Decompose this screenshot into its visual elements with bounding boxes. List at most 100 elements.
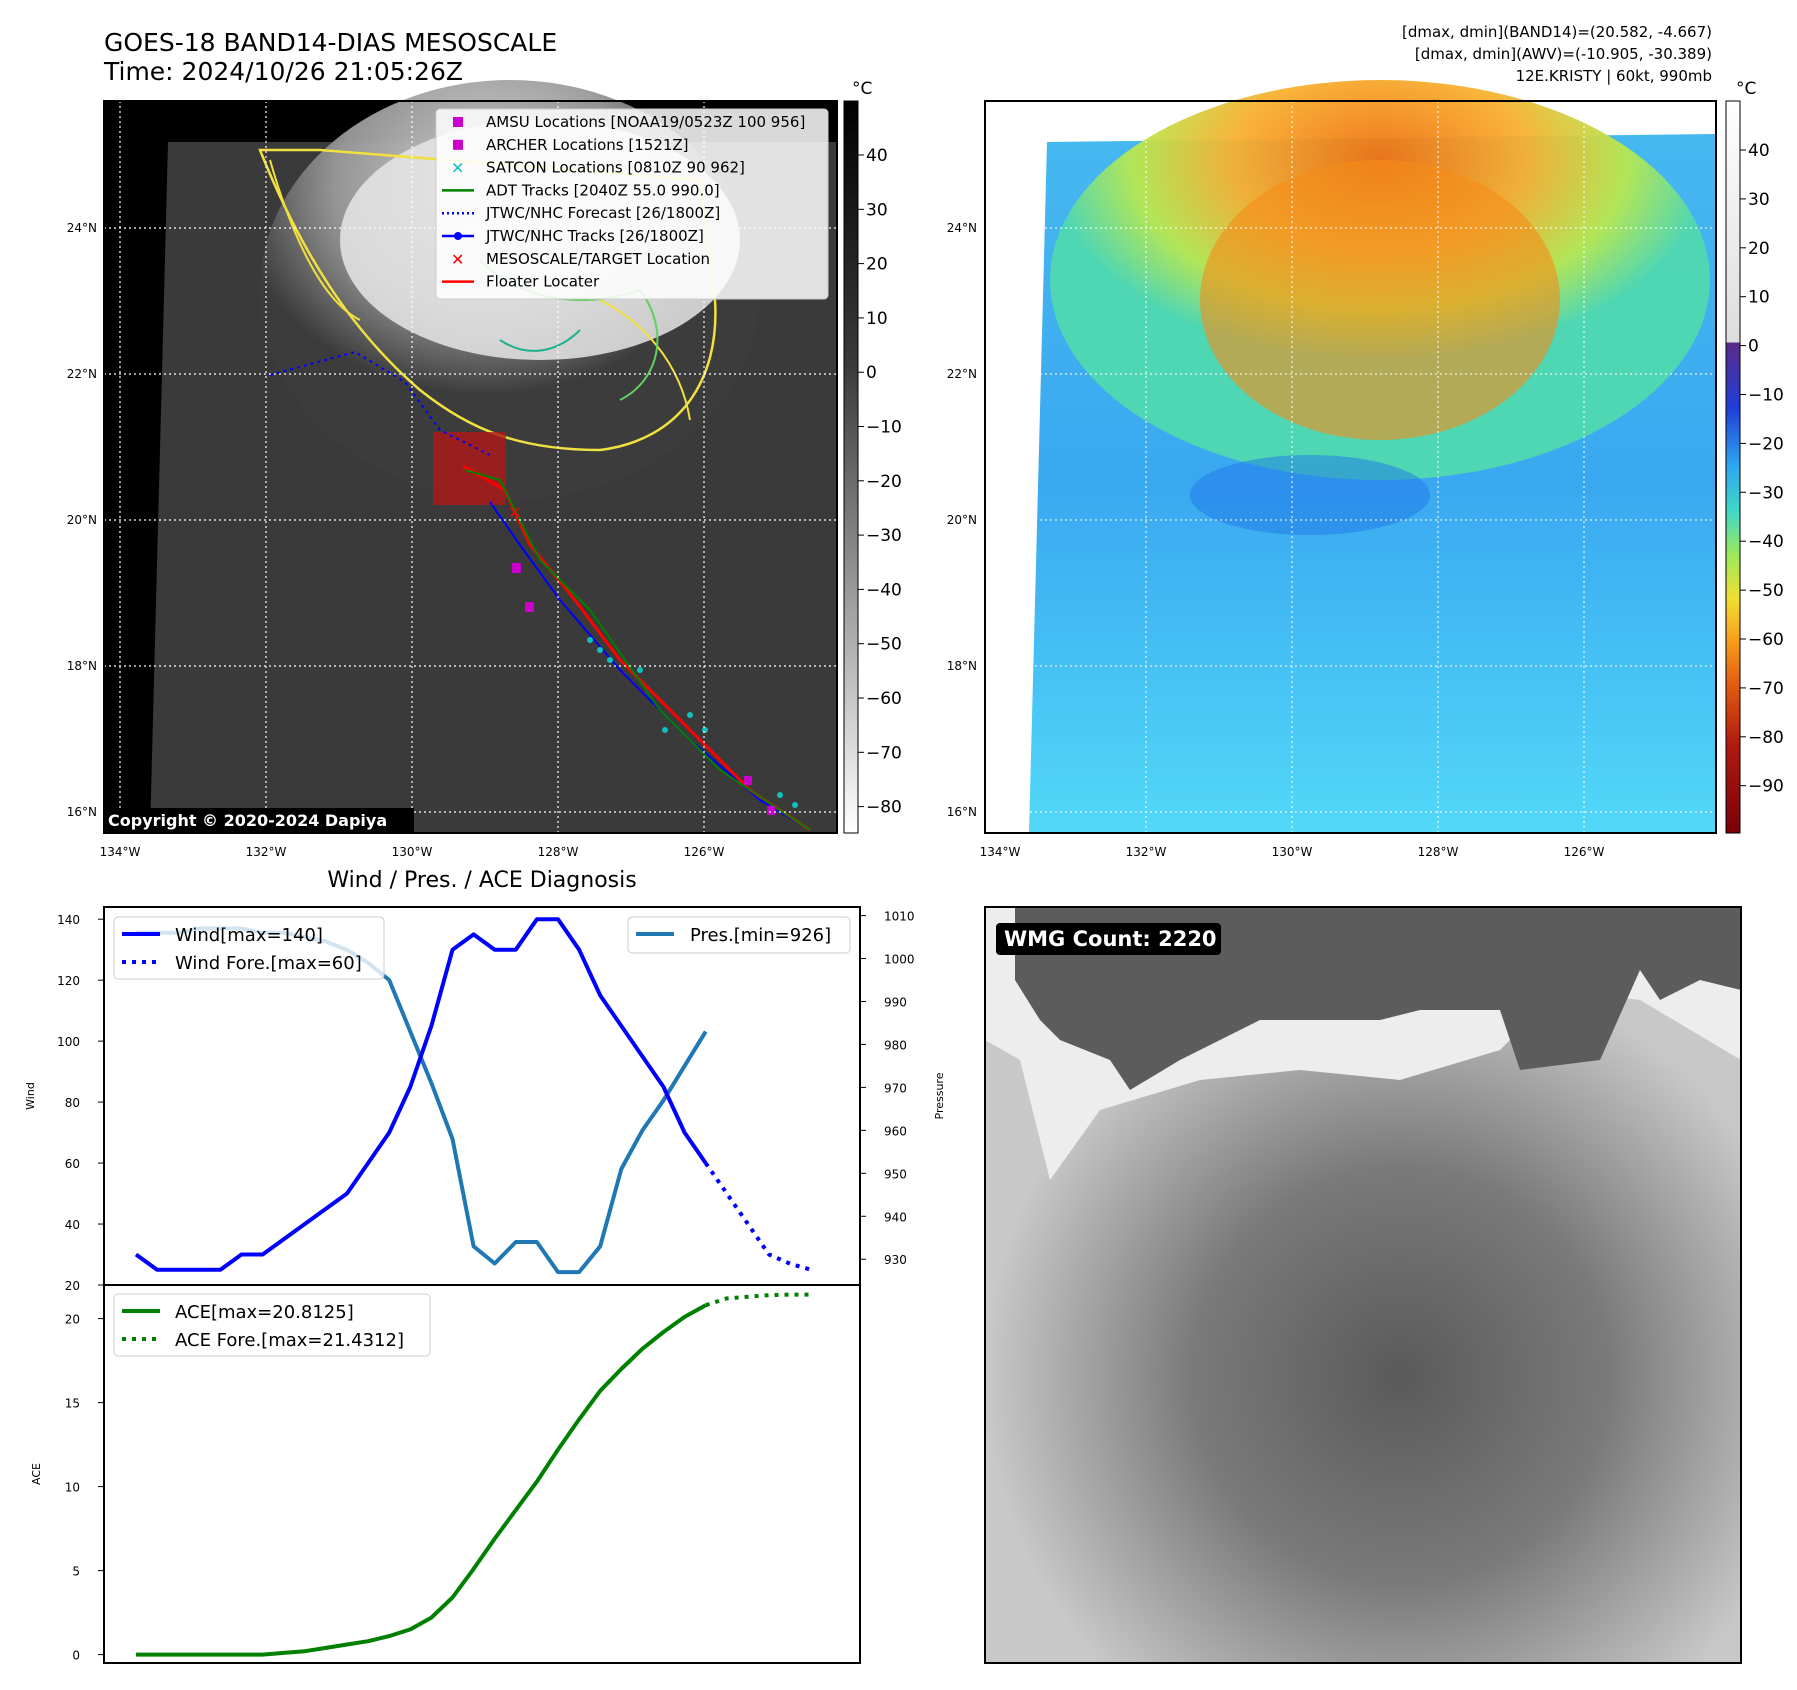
legend-ace-fore: ACE Fore.[max=21.4312] xyxy=(175,1330,404,1351)
ace-tick-label: 5 xyxy=(72,1565,80,1579)
svg-text:✕: ✕ xyxy=(508,503,521,522)
copyright-label: Copyright © 2020-2024 Dapiya xyxy=(108,811,387,830)
wind-forecast-line xyxy=(704,1161,812,1272)
colorbar-tick-label: −10 xyxy=(1748,386,1784,406)
colorbar-tick-label: −30 xyxy=(1748,483,1784,503)
lat-label: 18°N xyxy=(947,659,977,673)
legend-item-label: SATCON Locations [0810Z 90 962] xyxy=(486,159,745,177)
lat-label: 20°N xyxy=(67,513,97,527)
pressure-tick-label: 960 xyxy=(884,1124,907,1138)
pressure-tick-label: 980 xyxy=(884,1038,907,1052)
left-colorbar-unit: °C xyxy=(852,79,872,99)
wmg-panel: WMG Count: 2220 xyxy=(984,906,1742,1664)
pressure-tick-label: 1010 xyxy=(884,910,915,924)
lon-label: 134°W xyxy=(100,845,141,859)
legend-wind: Wind[max=140] xyxy=(175,925,323,946)
lon-label: 126°W xyxy=(1564,845,1605,859)
wind-tick-label: 20 xyxy=(65,1279,80,1293)
pressure-tick-label: 940 xyxy=(884,1210,907,1224)
colorbar-tick-label: 30 xyxy=(866,200,888,220)
pres-legend: Pres.[min=926] xyxy=(627,916,851,954)
wind-tick-label: 60 xyxy=(65,1157,80,1171)
colorbar-tick-label: −70 xyxy=(1748,679,1784,699)
lat-label: 22°N xyxy=(67,367,97,381)
chart-time: Time: 2024/10/26 21:05:26Z xyxy=(103,57,463,86)
lat-label: 16°N xyxy=(947,805,977,819)
colorbar-tick-label: −10 xyxy=(866,418,902,438)
pressure-tick-label: 930 xyxy=(884,1253,907,1267)
lat-label: 18°N xyxy=(67,659,97,673)
awv-map-panel xyxy=(984,80,1717,834)
colorbar-tick-label: −40 xyxy=(1748,532,1784,552)
colorbar-tick-label: 40 xyxy=(866,146,888,166)
lon-label: 132°W xyxy=(1126,845,1167,859)
lat-label: 16°N xyxy=(67,805,97,819)
lon-label: 130°W xyxy=(392,845,433,859)
lon-label: 128°W xyxy=(1418,845,1459,859)
legend-marker xyxy=(453,139,463,150)
colorbar-tick-label: −80 xyxy=(866,798,902,818)
lat-label: 22°N xyxy=(947,367,977,381)
ace-chart: 0 5 10 15 20 ACE ACE[max=20.8125] ACE Fore.[… xyxy=(30,1284,861,1664)
wmg-badge xyxy=(996,923,1221,955)
colorbar-tick-label: −50 xyxy=(866,635,902,655)
wind-tick-label: 120 xyxy=(57,974,80,988)
wind-pres-chart: 20 40 60 80 100 120 140 930 940 950 960 970 980 990 1… xyxy=(24,906,946,1293)
colorbar-tick-label: −70 xyxy=(866,743,902,763)
chart-title: GOES-18 BAND14-DIAS MESOSCALE xyxy=(104,28,557,57)
ace-tick-label: 0 xyxy=(72,1649,80,1663)
ace-tick-label: 20 xyxy=(65,1313,80,1327)
lat-label: 24°N xyxy=(947,221,977,235)
ace-axis-label: ACE xyxy=(30,1463,43,1485)
wind-tick-label: 140 xyxy=(57,913,80,927)
ace-forecast-line xyxy=(705,1292,812,1308)
legend-item-label: MESOSCALE/TARGET Location xyxy=(486,250,710,268)
colorbar-tick-label: 10 xyxy=(1748,288,1770,308)
legend-marker xyxy=(453,117,463,127)
colorbar-tick-label: −30 xyxy=(866,526,902,546)
wind-tick-label: 80 xyxy=(65,1096,80,1110)
legend-ace: ACE[max=20.8125] xyxy=(175,1302,354,1323)
pressure-tick-label: 1000 xyxy=(884,953,915,967)
colorbar-tick-label: −60 xyxy=(1748,630,1784,650)
legend-item-label: ADT Tracks [2040Z 55.0 990.0] xyxy=(486,181,720,199)
wind-tick-label: 40 xyxy=(65,1218,80,1232)
legend-item-label: AMSU Locations [NOAA19/0523Z 100 956] xyxy=(486,113,805,131)
left-lat-labels: 24°N 22°N 20°N 18°N 16°N xyxy=(67,221,97,819)
colorbar-tick-label: 20 xyxy=(866,255,888,275)
wind-tick-label: 100 xyxy=(57,1035,80,1049)
legend-marker-dot xyxy=(454,232,462,240)
lat-label: 24°N xyxy=(67,221,97,235)
colorbar-tick-label: −80 xyxy=(1748,728,1784,748)
colorbar-tick-label: 40 xyxy=(1748,141,1770,161)
right-lat-labels: 24°N 22°N 20°N 18°N 16°N xyxy=(947,221,977,819)
right-colorbar: °C 40 30 20 10 0 −10 −20 −30 −40 −50 −60 −70 −80 −90 xyxy=(1725,79,1784,834)
pressure-tick-label: 950 xyxy=(884,1167,907,1181)
diagnosis-title: Wind / Pres. / ACE Diagnosis xyxy=(327,868,636,893)
info-storm: 12E.KRISTY | 60kt, 990mb xyxy=(1516,67,1712,85)
lon-label: 132°W xyxy=(246,845,287,859)
wind-line xyxy=(134,917,708,1272)
ace-tick-label: 10 xyxy=(65,1481,80,1495)
legend-item-label: ARCHER Locations [1521Z] xyxy=(486,136,689,154)
colorbar-tick-label: 0 xyxy=(1748,337,1759,357)
colorbar-tick-label: 10 xyxy=(866,309,888,329)
map-legend: AMSU Locations [NOAA19/0523Z 100 956] ARC… xyxy=(435,108,829,300)
left-colorbar: °C 40 30 20 10 0 −10 −20 −30 −40 −50 −60 −70 −80 xyxy=(843,79,902,834)
info-band14: [dmax, dmin](BAND14)=(20.582, -4.667) xyxy=(1402,23,1712,41)
lon-label: 126°W xyxy=(684,845,725,859)
right-lon-labels: 134°W 132°W 130°W 128°W 126°W xyxy=(980,845,1605,859)
legend-pres: Pres.[min=926] xyxy=(690,925,831,946)
legend-wind-fore: Wind Fore.[max=60] xyxy=(175,953,362,974)
colorbar-tick-label: 0 xyxy=(866,363,877,383)
colorbar-tick-label: −50 xyxy=(1748,581,1784,601)
left-lon-labels: 134°W 132°W 130°W 128°W 126°W xyxy=(100,845,725,859)
info-awv: [dmax, dmin](AWV)=(-10.905, -30.389) xyxy=(1415,45,1712,63)
ace-tick-label: 15 xyxy=(65,1397,80,1411)
colorbar-tick-label: −20 xyxy=(866,472,902,492)
lat-label: 20°N xyxy=(947,513,977,527)
colorbar-tick-label: 20 xyxy=(1748,239,1770,259)
lon-label: 134°W xyxy=(980,845,1021,859)
right-colorbar-unit: °C xyxy=(1736,79,1756,99)
lon-label: 130°W xyxy=(1272,845,1313,859)
